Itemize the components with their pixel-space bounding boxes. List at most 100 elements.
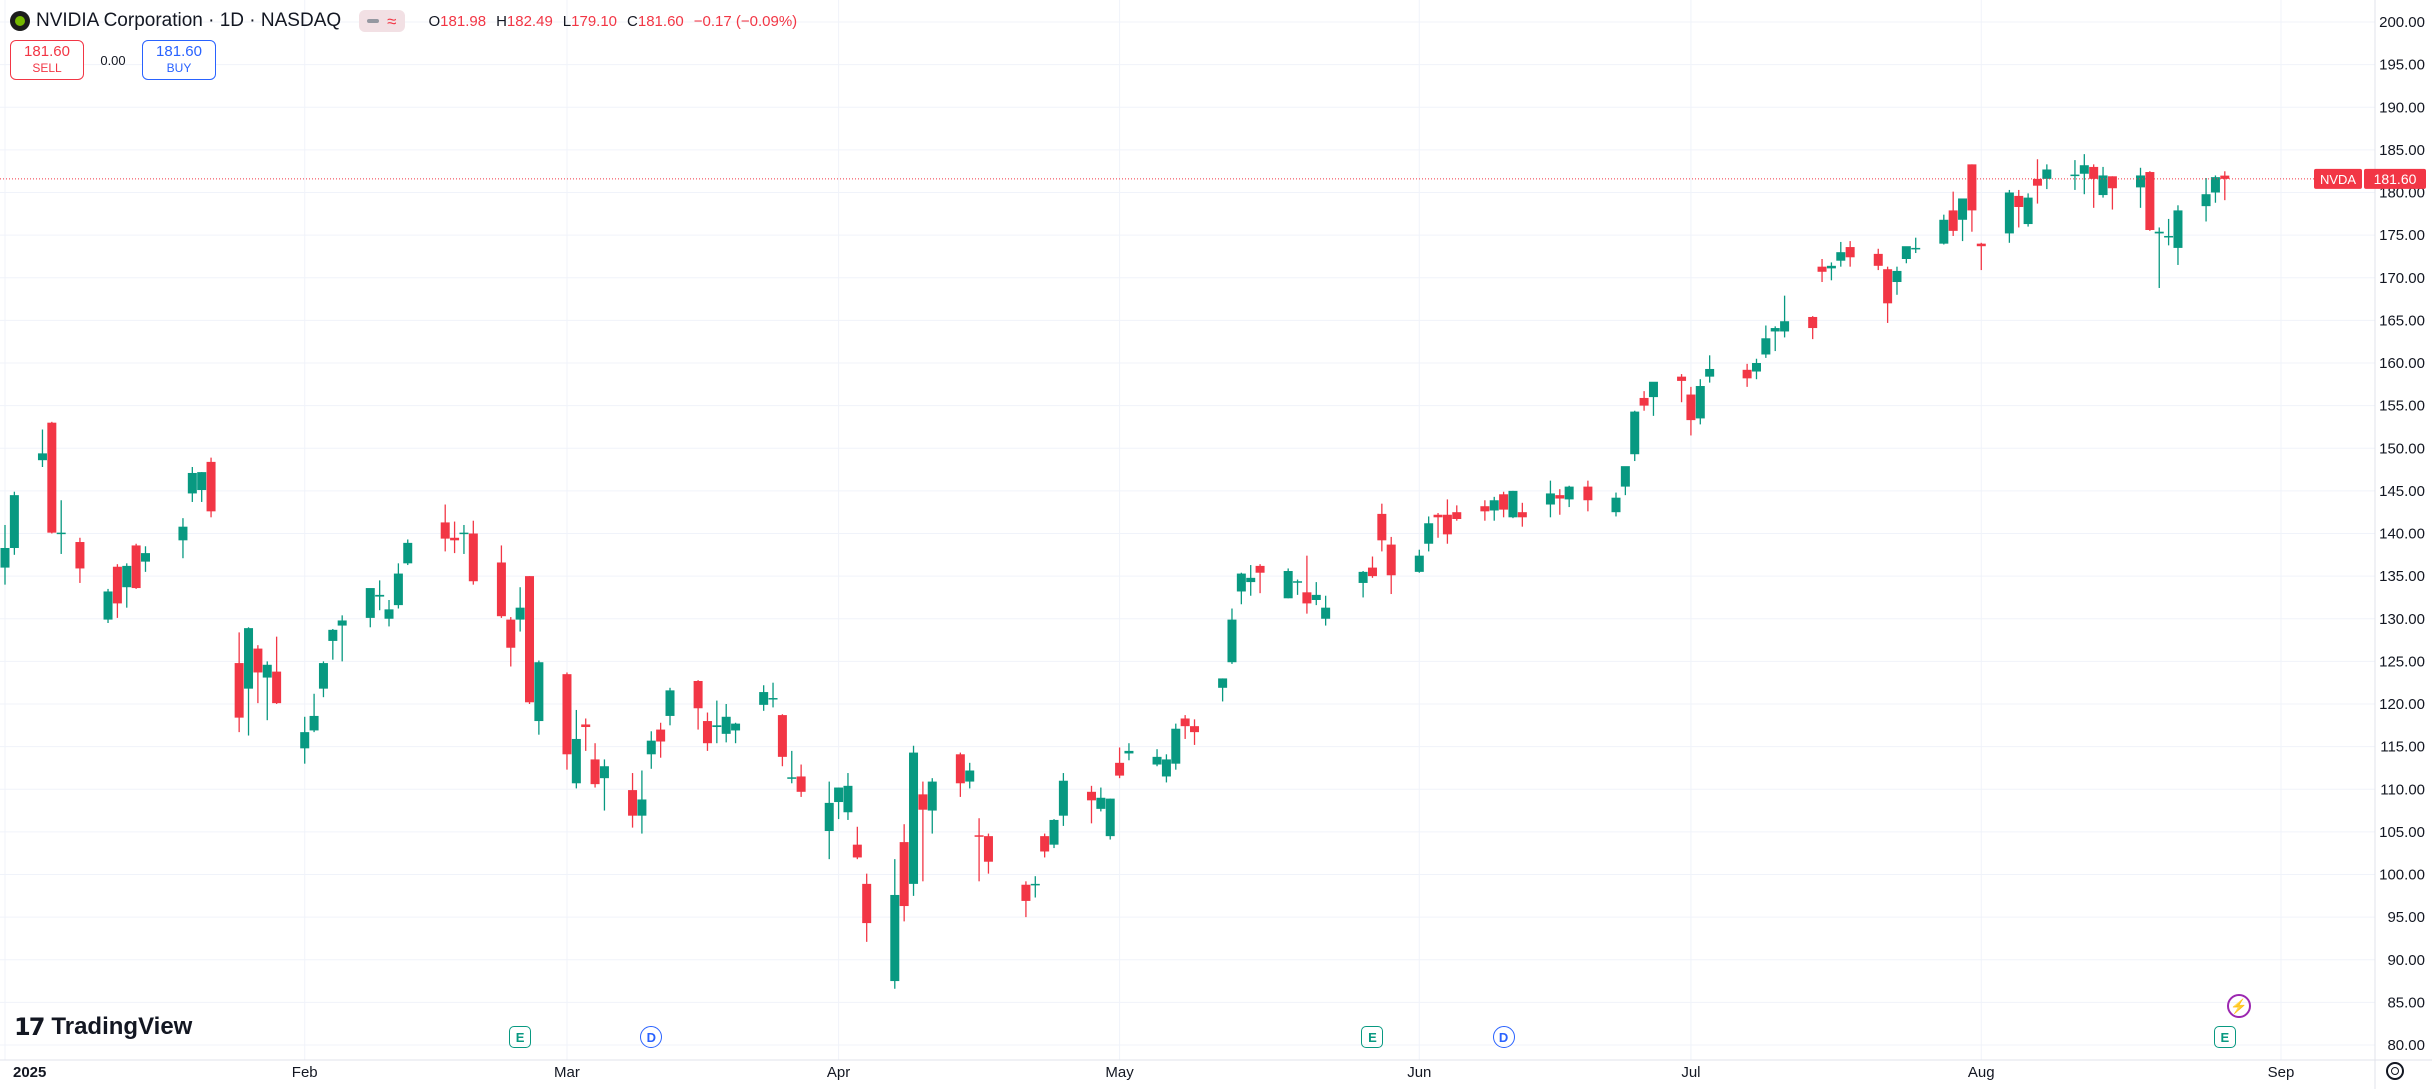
candle[interactable] — [1826, 262, 1836, 281]
candle[interactable] — [37, 429, 47, 468]
candle[interactable] — [309, 693, 319, 733]
candle[interactable] — [1115, 747, 1125, 779]
candle[interactable] — [1620, 466, 1630, 496]
earnings-marker[interactable]: E — [2213, 1026, 2236, 1048]
candle[interactable] — [1648, 381, 1658, 416]
candle[interactable] — [1545, 480, 1555, 518]
candle[interactable] — [1892, 266, 1902, 295]
candle[interactable] — [2023, 193, 2033, 227]
candle[interactable] — [1171, 723, 1181, 770]
candle[interactable] — [1751, 358, 1761, 380]
candle[interactable] — [2164, 218, 2174, 246]
candle[interactable] — [1948, 191, 1958, 236]
candle[interactable] — [1976, 242, 1986, 271]
approx-wave-icon[interactable]: ≈ — [387, 11, 397, 31]
candle[interactable] — [1030, 876, 1040, 898]
candle[interactable] — [1452, 505, 1462, 521]
candle[interactable] — [824, 781, 834, 860]
candle[interactable] — [1817, 258, 1827, 283]
candle[interactable] — [496, 545, 506, 618]
candle[interactable] — [1424, 516, 1434, 552]
candle[interactable] — [2079, 154, 2089, 195]
candle[interactable] — [693, 680, 703, 730]
candle[interactable] — [1939, 214, 1949, 245]
candle[interactable] — [1583, 480, 1593, 512]
flash-icon[interactable]: ⚡ — [2227, 994, 2251, 1018]
candle[interactable] — [244, 627, 254, 736]
candle[interactable] — [2089, 164, 2099, 208]
candle[interactable] — [721, 704, 731, 743]
tradingview-logo[interactable]: 17 TradingView — [14, 1013, 192, 1041]
candle[interactable] — [1499, 491, 1509, 518]
candle[interactable] — [1808, 316, 1818, 340]
candle[interactable] — [1377, 503, 1387, 552]
candle[interactable] — [1255, 564, 1265, 594]
candle[interactable] — [1695, 379, 1705, 425]
candle[interactable] — [2145, 171, 2155, 231]
candle[interactable] — [1901, 246, 1911, 264]
candle[interactable] — [1489, 496, 1499, 521]
candle[interactable] — [571, 709, 581, 789]
candle[interactable] — [581, 718, 591, 751]
candle[interactable] — [759, 685, 769, 711]
candle[interactable] — [1555, 489, 1565, 515]
candle[interactable] — [187, 467, 197, 502]
candle[interactable] — [1236, 572, 1246, 605]
candle[interactable] — [983, 833, 993, 874]
candle[interactable] — [843, 773, 853, 820]
symbol-title[interactable]: NVIDIA Corporation · 1D · NASDAQ — [36, 10, 342, 31]
candle[interactable] — [637, 770, 647, 834]
candle[interactable] — [777, 714, 787, 767]
candle[interactable] — [899, 824, 909, 922]
candle[interactable] — [834, 787, 844, 820]
candle[interactable] — [253, 645, 263, 704]
candle[interactable] — [1049, 819, 1059, 849]
candle[interactable] — [1161, 754, 1171, 783]
earnings-marker[interactable]: E — [1361, 1026, 1384, 1048]
candle[interactable] — [1742, 363, 1752, 387]
candle[interactable] — [1845, 241, 1855, 267]
candle[interactable] — [440, 504, 450, 552]
candle[interactable] — [974, 818, 984, 882]
candle[interactable] — [1873, 248, 1883, 271]
candle[interactable] — [1677, 374, 1687, 403]
candle[interactable] — [796, 764, 806, 797]
candle[interactable] — [103, 588, 113, 624]
candle[interactable] — [1911, 237, 1921, 254]
candle[interactable] — [1433, 513, 1443, 538]
candle[interactable] — [2004, 189, 2014, 243]
candle[interactable] — [1218, 678, 1228, 702]
candle[interactable] — [1630, 410, 1640, 462]
candle[interactable] — [2032, 159, 2042, 204]
candle[interactable] — [1180, 715, 1190, 739]
candle[interactable] — [2173, 205, 2183, 265]
candle[interactable] — [1152, 749, 1162, 767]
candle[interactable] — [112, 564, 122, 618]
candle[interactable] — [1086, 785, 1096, 824]
dividend-marker[interactable]: D — [640, 1026, 663, 1048]
candle[interactable] — [1246, 565, 1256, 596]
candle[interactable] — [599, 759, 609, 811]
candle[interactable] — [590, 743, 600, 788]
candle[interactable] — [1480, 500, 1490, 521]
candle[interactable] — [1227, 608, 1237, 664]
candle[interactable] — [787, 750, 797, 784]
candle[interactable] — [1386, 536, 1396, 595]
candle[interactable] — [2014, 189, 2024, 228]
candle[interactable] — [1836, 241, 1846, 267]
candle[interactable] — [1105, 798, 1115, 840]
candle[interactable] — [506, 617, 516, 667]
candle[interactable] — [1414, 549, 1424, 573]
candle[interactable] — [712, 700, 722, 744]
candle[interactable] — [450, 521, 460, 554]
candle[interactable] — [206, 457, 216, 518]
candle[interactable] — [140, 546, 150, 572]
buy-button[interactable]: 181.60 BUY — [142, 40, 216, 80]
candle[interactable] — [525, 576, 535, 704]
candle[interactable] — [9, 491, 19, 555]
candle[interactable] — [1761, 325, 1771, 358]
candle[interactable] — [1124, 743, 1134, 761]
candle[interactable] — [890, 859, 900, 989]
candle[interactable] — [75, 537, 85, 583]
